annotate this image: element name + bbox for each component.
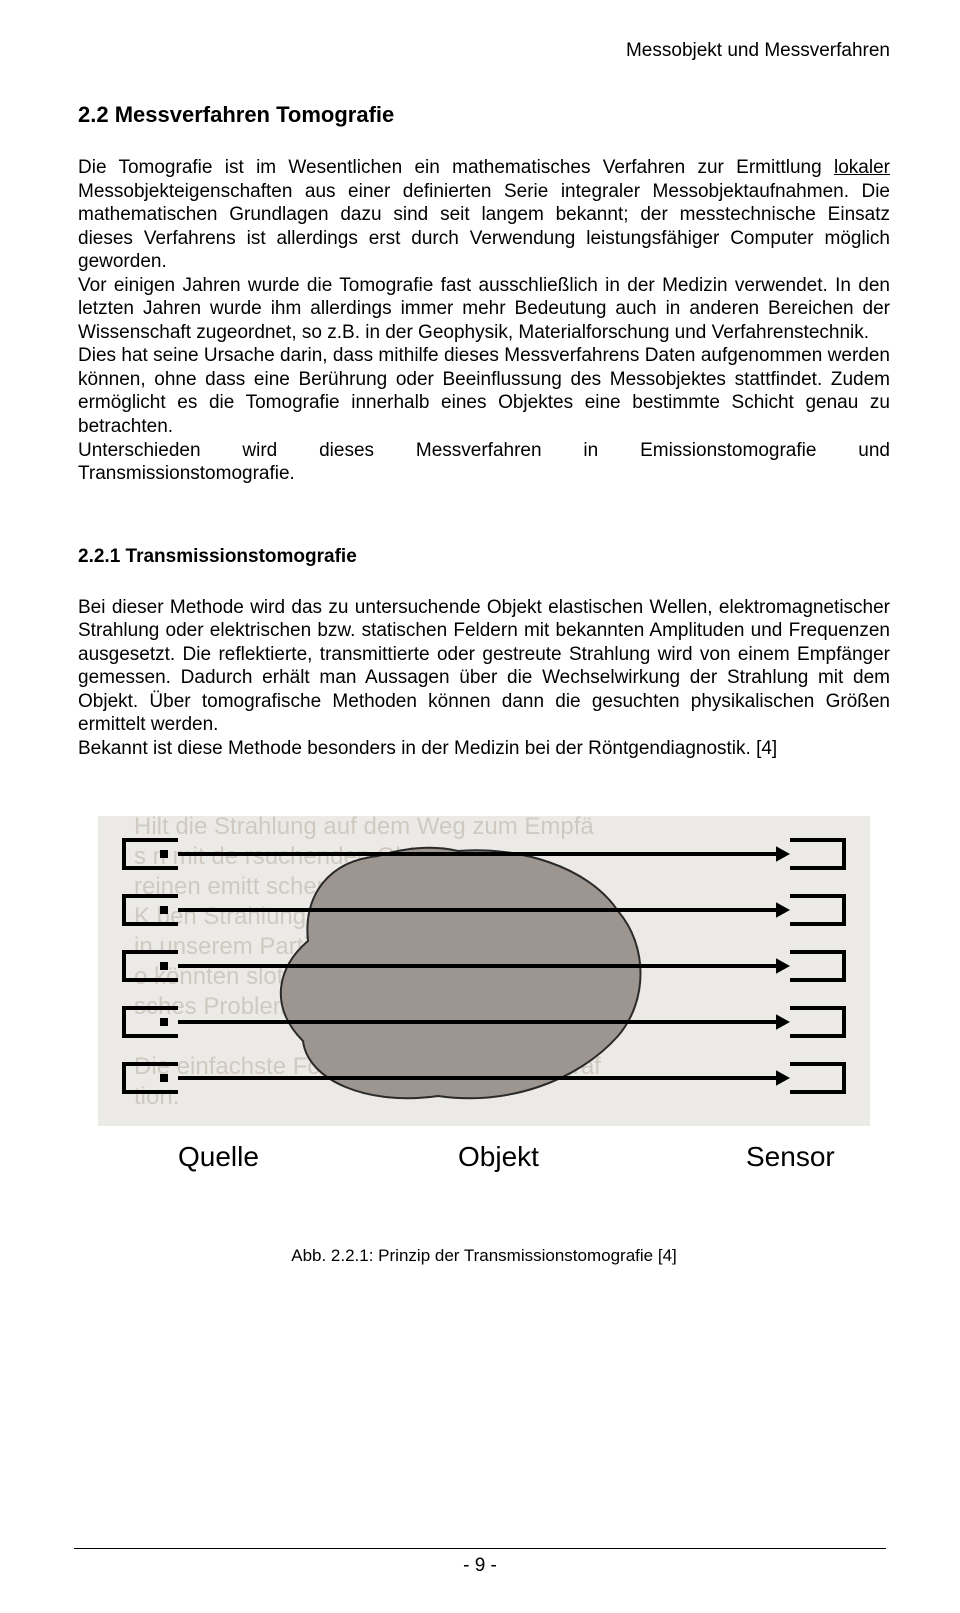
page-number: - 9 - <box>463 1555 497 1576</box>
p1-underlined: lokaler <box>834 157 890 178</box>
page: Messobjekt und Messverfahren 2.2 Messver… <box>0 0 960 1613</box>
svg-text:Quelle: Quelle <box>178 1141 259 1172</box>
para-2-2-c: Dies hat seine Ursache darin, dass mithi… <box>78 344 890 438</box>
figure-2-2-1: Hilt die Strahlung auf dem Weg zum Empfä… <box>78 806 890 1266</box>
figure-canvas: Hilt die Strahlung auf dem Weg zum Empfä… <box>78 806 890 1206</box>
figure-caption: Abb. 2.2.1: Prinzip der Transmissionstom… <box>78 1246 890 1266</box>
para-2-2-b: Vor einigen Jahren wurde die Tomografie … <box>78 274 890 345</box>
figure-svg: Hilt die Strahlung auf dem Weg zum Empfä… <box>78 806 890 1206</box>
running-header: Messobjekt und Messverfahren <box>78 40 890 62</box>
para-2-2-1-b: Bekannt ist diese Methode besonders in d… <box>78 737 890 761</box>
page-footer: - 9 - <box>0 1548 960 1577</box>
para-2-2-d: Unterschieden wird dieses Messverfahren … <box>78 439 890 486</box>
heading-2-2: 2.2 Messverfahren Tomografie <box>78 102 890 128</box>
para-2-2-intro: Die Tomografie ist im Wesentlichen ein m… <box>78 156 890 274</box>
para-2-2-1-a: Bei dieser Methode wird das zu untersuch… <box>78 596 890 737</box>
svg-text:Objekt: Objekt <box>458 1141 539 1172</box>
heading-2-2-1: 2.2.1 Transmissionstomografie <box>78 546 890 568</box>
p1-pre: Die Tomografie ist im Wesentlichen ein m… <box>78 157 834 178</box>
p1-post: Messobjekteigenschaften aus einer defini… <box>78 181 890 273</box>
svg-text:Sensor: Sensor <box>746 1141 835 1172</box>
svg-text:Hilt die Strahlung auf dem Weg: Hilt die Strahlung auf dem Weg zum Empfä <box>134 813 594 840</box>
footer-rule <box>74 1548 886 1549</box>
svg-text:tion.: tion. <box>134 1083 179 1110</box>
